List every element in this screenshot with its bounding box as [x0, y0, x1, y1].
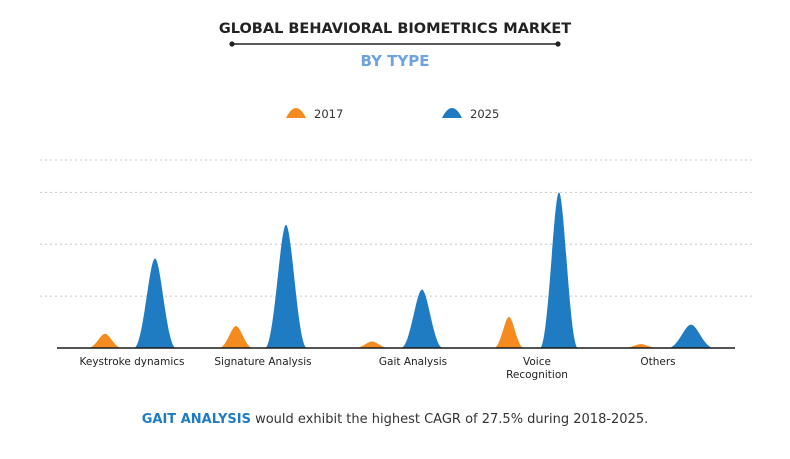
caption-highlight: GAIT ANALYSIS: [141, 412, 251, 427]
x-tick-label: Signature Analysis: [214, 356, 311, 368]
peak-2025-3: [540, 192, 578, 348]
title-rule-dot-right: [555, 41, 561, 47]
chart-subtitle: BY TYPE: [360, 52, 429, 70]
legend-label-2017: 2017: [314, 107, 343, 121]
x-tick-label: Voice Recognition: [506, 356, 568, 381]
legend-label-2025: 2025: [470, 107, 499, 121]
caption: GAIT ANALYSIS would exhibit the highest …: [0, 412, 790, 427]
legend-swatch-2025: [442, 108, 462, 118]
legend-item-2017: 2017: [286, 107, 343, 121]
caption-text: would exhibit the highest CAGR of 27.5% …: [250, 412, 649, 427]
grid: [40, 159, 752, 297]
legend: 2017 2025: [286, 107, 499, 121]
x-axis-labels: Keystroke dynamics Signature Analysis Gait…: [80, 356, 676, 381]
title-rule-dot-left: [229, 41, 235, 47]
chart-title: GLOBAL BEHAVIORAL BIOMETRICS MARKET: [219, 21, 571, 37]
peak-2017-3: [494, 316, 524, 348]
peak-2017-0: [88, 333, 122, 348]
legend-item-2025: 2025: [442, 107, 499, 121]
peak-2025-4: [668, 324, 714, 348]
peak-2025-0: [134, 258, 176, 348]
peak-2025-2: [401, 289, 443, 348]
peak-2017-4: [624, 344, 658, 348]
peak-2017-1: [219, 325, 253, 348]
x-tick-label: Others: [640, 356, 675, 368]
legend-swatch-2017: [286, 108, 306, 118]
peak-2017-2: [355, 341, 389, 348]
x-tick-label: Keystroke dynamics: [80, 356, 185, 368]
x-tick-label: Gait Analysis: [379, 356, 447, 368]
plot-area: [88, 192, 714, 348]
peak-2025-1: [265, 224, 307, 348]
chart: GLOBAL BEHAVIORAL BIOMETRICS MARKET BY T…: [40, 21, 752, 381]
